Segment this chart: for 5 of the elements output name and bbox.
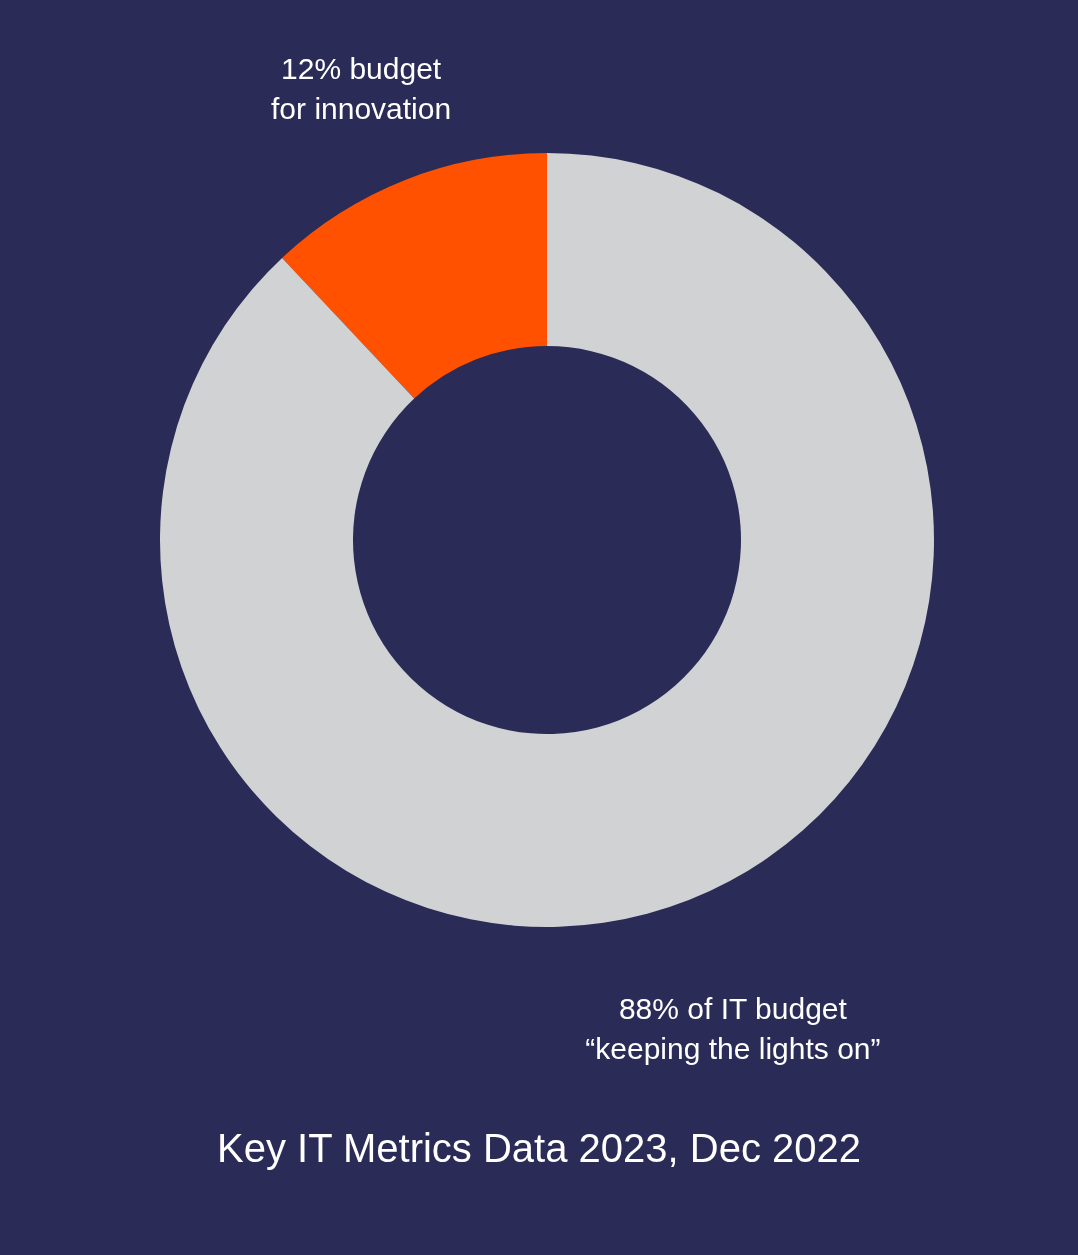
donut-slice [282, 153, 547, 399]
slice-label: 12% budget for innovation [271, 52, 452, 126]
donut-slice [160, 153, 934, 927]
slice-label: 88% of IT budget “keeping the lights on” [585, 991, 881, 1065]
text: Key IT Metrics Data 2023, Dec 2022 [216, 1126, 862, 1170]
